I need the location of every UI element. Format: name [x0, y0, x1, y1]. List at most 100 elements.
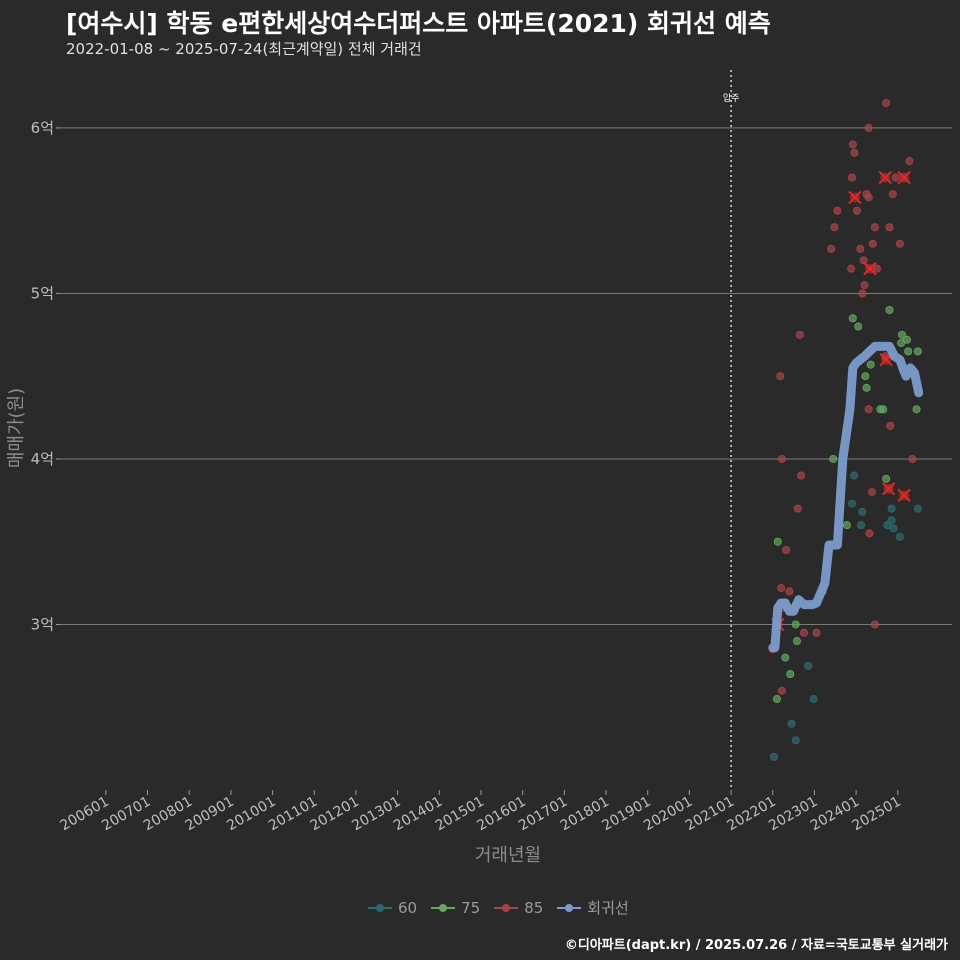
point-75	[781, 653, 790, 662]
point-60	[787, 719, 796, 728]
point-85	[847, 264, 856, 273]
point-75	[897, 330, 906, 339]
credit-line: ©디아파트(dapt.kr) / 2025.07.26 / 자료=국토교통부 실…	[564, 938, 948, 953]
point-85	[905, 157, 914, 166]
highlight-marker	[897, 170, 911, 185]
point-75	[882, 474, 891, 483]
point-85	[908, 454, 917, 463]
point-85	[847, 173, 856, 182]
point-75	[913, 347, 922, 356]
point-75	[885, 305, 894, 314]
chart-legend: 60 75 85 회귀선	[368, 897, 629, 918]
point-85	[867, 488, 876, 497]
point-85	[868, 239, 877, 248]
point-85	[776, 372, 785, 381]
legend-label-85: 85	[524, 898, 544, 917]
highlight-marker	[881, 482, 896, 496]
x-axis-title: 거래년월	[475, 845, 541, 866]
point-60	[770, 752, 779, 761]
point-85	[870, 223, 879, 232]
point-75	[862, 383, 871, 392]
point-75	[861, 372, 870, 381]
point-85	[886, 421, 895, 430]
point-85	[885, 223, 894, 232]
y-axis-title: 매매가(원)	[6, 388, 27, 468]
point-75	[912, 405, 921, 414]
point-60	[887, 516, 896, 525]
point-85	[848, 140, 857, 149]
point-85	[782, 546, 791, 555]
x-tick-label: 202501	[850, 794, 904, 835]
move-in-label: 입주	[723, 92, 740, 104]
point-60	[895, 532, 904, 541]
point-60	[889, 524, 898, 533]
point-85	[797, 471, 806, 480]
point-85	[785, 587, 794, 596]
legend-item-60: 60	[368, 899, 417, 917]
highlight-marker	[848, 190, 862, 205]
point-85	[852, 206, 861, 215]
point-85	[827, 244, 836, 253]
point-85	[864, 123, 873, 132]
point-85	[777, 454, 786, 463]
point-75	[773, 537, 782, 546]
point-75	[829, 454, 838, 463]
point-60	[804, 661, 813, 670]
legend-key-75	[431, 900, 456, 916]
point-85	[777, 686, 786, 695]
legend-item-75: 75	[431, 899, 480, 917]
y-tick-label: 4억	[31, 450, 54, 468]
point-60	[887, 504, 896, 513]
point-75	[786, 670, 795, 679]
point-75	[854, 322, 863, 331]
point-75	[904, 347, 913, 356]
point-75	[902, 335, 911, 344]
legend-item-85: 85	[494, 899, 543, 917]
point-85	[833, 206, 842, 215]
point-60	[791, 736, 800, 745]
point-85	[865, 529, 874, 538]
legend-key-regression	[557, 900, 582, 916]
legend-item-regression: 회귀선	[557, 897, 629, 918]
regression-line	[768, 341, 924, 653]
point-60	[809, 694, 818, 703]
chart-subtitle: 2022-01-08 ~ 2025-07-24(최근계약일) 전체 거래건	[66, 40, 422, 58]
highlight-marker	[878, 170, 893, 185]
point-85	[795, 330, 804, 339]
point-85	[856, 244, 865, 253]
point-85	[800, 628, 809, 637]
point-85	[793, 504, 802, 513]
point-85	[895, 239, 904, 248]
point-75	[848, 314, 857, 323]
point-75	[772, 694, 781, 703]
highlight-marker	[897, 488, 911, 503]
point-85	[864, 193, 873, 202]
point-85	[870, 620, 879, 629]
y-tick-label: 6억	[31, 119, 54, 137]
legend-key-85	[494, 900, 519, 916]
point-85	[777, 584, 786, 593]
point-75	[791, 620, 800, 629]
point-85	[850, 148, 859, 157]
point-85	[882, 99, 891, 108]
point-75	[792, 637, 801, 646]
point-85	[830, 223, 839, 232]
chart-title: [여수시] 학동 e편한세상여수더퍼스트 아파트(2021) 회귀선 예측	[66, 9, 771, 38]
point-85	[864, 405, 873, 414]
point-75	[866, 360, 875, 369]
legend-label-75: 75	[461, 898, 481, 917]
point-85	[858, 289, 867, 298]
point-75	[879, 405, 888, 414]
point-60	[847, 499, 856, 508]
point-85	[812, 628, 821, 637]
point-75	[842, 521, 851, 530]
highlight-marker	[863, 261, 877, 276]
point-60	[913, 504, 922, 513]
y-tick-label: 3억	[31, 615, 54, 633]
y-tick-label: 5억	[31, 284, 54, 302]
legend-key-60	[368, 900, 392, 916]
point-60	[850, 471, 859, 480]
point-85	[891, 173, 900, 182]
point-60	[858, 507, 867, 516]
